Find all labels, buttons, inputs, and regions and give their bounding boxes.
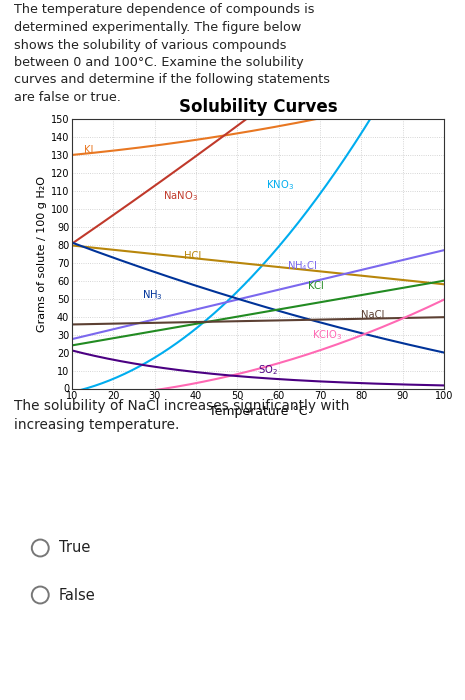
X-axis label: Temperature °C: Temperature °C bbox=[209, 405, 307, 419]
Text: NH$_3$: NH$_3$ bbox=[142, 288, 163, 302]
Text: KCl: KCl bbox=[308, 281, 324, 291]
Text: KI: KI bbox=[85, 144, 94, 155]
Text: SO$_2$: SO$_2$ bbox=[258, 363, 278, 377]
Text: KNO$_3$: KNO$_3$ bbox=[266, 178, 294, 192]
Text: KClO$_3$: KClO$_3$ bbox=[312, 328, 342, 342]
Text: NaNO$_3$: NaNO$_3$ bbox=[163, 190, 198, 203]
Title: Solubility Curves: Solubility Curves bbox=[179, 98, 338, 116]
Text: NH$_4$Cl: NH$_4$Cl bbox=[287, 260, 318, 273]
Text: HCl: HCl bbox=[184, 251, 201, 260]
Text: False: False bbox=[59, 587, 96, 603]
Text: The solubility of NaCl increases significantly with
increasing temperature.: The solubility of NaCl increases signifi… bbox=[14, 399, 350, 433]
Text: The temperature dependence of compounds is
determined experimentally. The figure: The temperature dependence of compounds … bbox=[14, 4, 330, 104]
Y-axis label: Grams of solute / 100 g H₂O: Grams of solute / 100 g H₂O bbox=[37, 176, 46, 332]
Text: NaCl: NaCl bbox=[361, 310, 385, 320]
Text: True: True bbox=[59, 540, 91, 556]
